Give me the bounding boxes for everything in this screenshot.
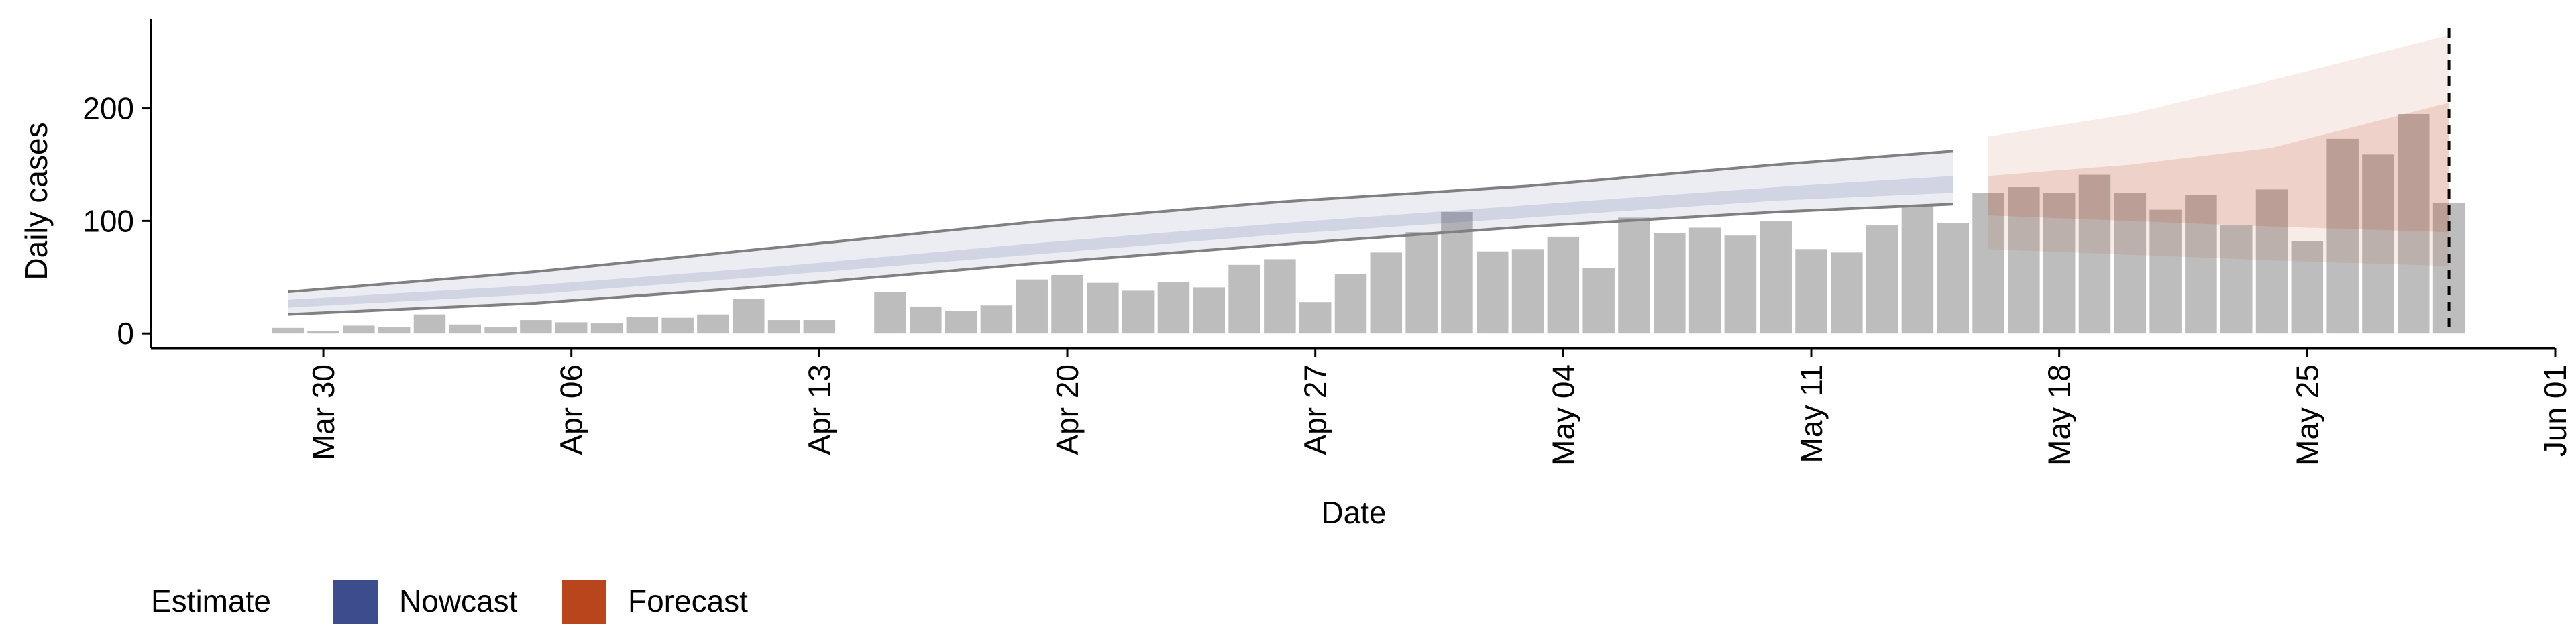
- x-tick-label: May 25: [2290, 364, 2324, 466]
- bar: [1866, 225, 1898, 334]
- ribbon-90: [1988, 35, 2449, 266]
- bar: [2043, 193, 2076, 334]
- bar: [2255, 189, 2288, 334]
- y-tick-label: 200: [83, 91, 134, 126]
- bar: [1831, 252, 1863, 334]
- x-axis-title: Date: [1321, 495, 1386, 530]
- bar: [2220, 225, 2253, 334]
- ribbon-edge: [288, 203, 1953, 316]
- bar: [626, 317, 659, 334]
- bar: [1972, 193, 2004, 334]
- bar: [555, 322, 588, 334]
- bar: [520, 320, 552, 334]
- y-tick-label: 100: [83, 203, 134, 238]
- bar: [307, 331, 339, 334]
- bar: [1122, 290, 1155, 334]
- bar: [1688, 227, 1721, 334]
- bar: [1760, 221, 1792, 334]
- y-tick-label: 0: [117, 316, 134, 351]
- bar: [661, 317, 694, 334]
- x-tick-label: Apr 06: [554, 364, 589, 455]
- ribbon-edge: [288, 150, 1953, 294]
- ribbon-50: [1988, 103, 2449, 233]
- bar: [1087, 282, 1119, 334]
- bar: [1016, 279, 1048, 334]
- bar: [910, 306, 942, 334]
- x-tick-label: May 04: [1546, 364, 1580, 466]
- bar: [484, 327, 517, 334]
- bar: [767, 320, 800, 334]
- ribbon-50: [288, 176, 1953, 308]
- bar: [1901, 206, 1934, 334]
- legend-label: Nowcast: [399, 584, 518, 619]
- x-tick-label: May 18: [2042, 364, 2077, 466]
- bar: [945, 311, 977, 334]
- bar: [980, 305, 1013, 334]
- x-tick-label: Apr 27: [1298, 364, 1333, 455]
- bar: [803, 320, 836, 334]
- bar: [1618, 217, 1650, 334]
- bar: [2008, 187, 2040, 334]
- bar: [1157, 281, 1190, 334]
- bar: [2326, 138, 2359, 334]
- bar: [413, 314, 446, 334]
- x-tick-label: May 11: [1794, 364, 1829, 463]
- bar: [272, 327, 304, 334]
- bar: [378, 327, 411, 334]
- bar: [1051, 274, 1083, 334]
- bar: [1476, 251, 1509, 334]
- bar: [1547, 236, 1580, 334]
- bar: [1228, 264, 1260, 334]
- legend-title: Estimate: [151, 584, 271, 619]
- bar: [1299, 302, 1332, 334]
- bar: [343, 325, 375, 334]
- x-tick-label: Apr 20: [1050, 364, 1085, 455]
- bar: [1795, 249, 1827, 334]
- bar: [874, 292, 906, 334]
- bar: [2114, 193, 2147, 334]
- bar: [1937, 223, 1970, 334]
- bar: [697, 314, 729, 334]
- bar: [2362, 154, 2394, 334]
- legend-swatch: [333, 580, 378, 624]
- bar: [2185, 195, 2217, 334]
- bar: [1582, 268, 1615, 334]
- x-tick-label: Mar 30: [306, 364, 341, 460]
- x-tick-label: Jun 01: [2538, 364, 2573, 457]
- bar: [449, 324, 482, 334]
- bar: [590, 323, 623, 334]
- x-tick-label: Apr 13: [802, 364, 837, 455]
- bar: [1724, 235, 1757, 334]
- bar: [1511, 249, 1544, 334]
- legend-label: Forecast: [628, 584, 748, 619]
- bar: [732, 299, 765, 334]
- bar: [1370, 252, 1403, 334]
- bar: [2291, 241, 2324, 334]
- bar: [1405, 232, 1438, 334]
- bar: [1334, 274, 1367, 334]
- legend-swatch: [562, 580, 606, 624]
- bar: [2398, 113, 2430, 334]
- y-axis-title: Daily cases: [19, 122, 54, 280]
- bar: [1193, 287, 1226, 334]
- ribbon-90: [288, 151, 1953, 315]
- bar: [1654, 233, 1686, 334]
- bar: [2078, 174, 2111, 334]
- bar: [2149, 209, 2182, 334]
- bar: [1264, 259, 1296, 334]
